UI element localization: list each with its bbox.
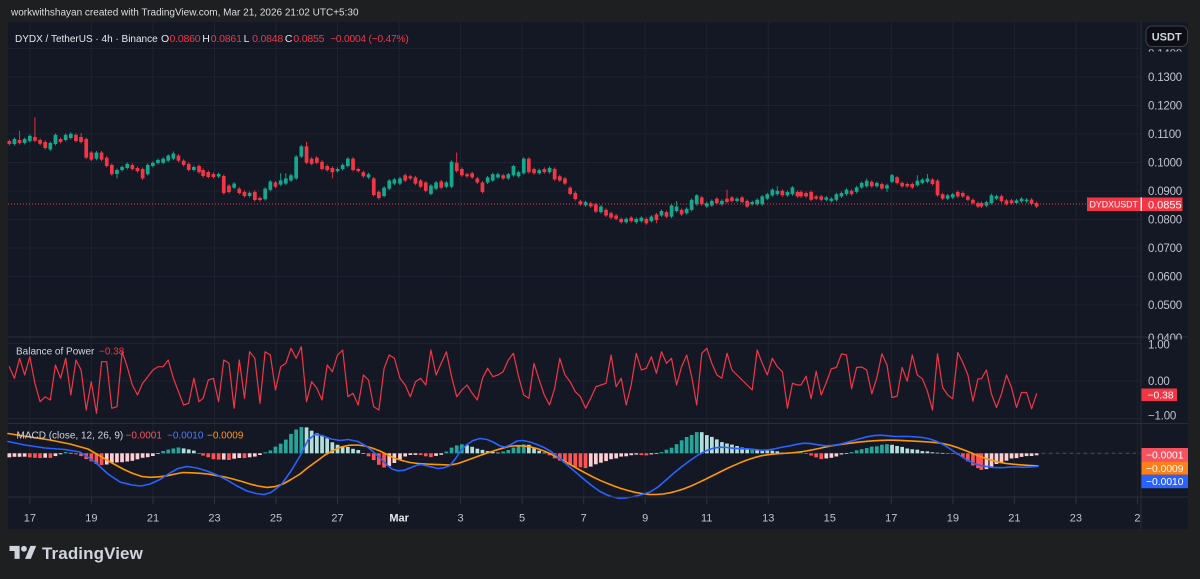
svg-text:H: H xyxy=(202,33,210,45)
svg-text:0.0855: 0.0855 xyxy=(293,33,324,45)
svg-text:−0.38: −0.38 xyxy=(1148,390,1174,401)
svg-text:−0.0001: −0.0001 xyxy=(126,431,163,442)
svg-text:17: 17 xyxy=(24,513,36,525)
svg-text:0.1100: 0.1100 xyxy=(1148,129,1181,141)
svg-text:27: 27 xyxy=(331,513,343,525)
svg-text:2: 2 xyxy=(1134,513,1140,525)
svg-text:MACD (close, 12, 26, 9): MACD (close, 12, 26, 9) xyxy=(17,431,124,442)
svg-text:19: 19 xyxy=(85,513,97,525)
svg-text:C: C xyxy=(285,33,293,45)
svg-text:23: 23 xyxy=(1070,513,1082,525)
svg-text:0.0848: 0.0848 xyxy=(252,33,283,45)
svg-text:DYDXUSDT: DYDXUSDT xyxy=(1090,200,1139,210)
svg-text:23: 23 xyxy=(208,513,220,525)
svg-text:3: 3 xyxy=(458,513,464,525)
svg-text:DYDX / TetherUS · 4h · Binance: DYDX / TetherUS · 4h · Binance xyxy=(15,34,158,45)
svg-text:17: 17 xyxy=(885,513,897,525)
svg-text:0.0860: 0.0860 xyxy=(170,33,201,45)
svg-text:USDT: USDT xyxy=(1152,32,1182,44)
svg-text:Mar: Mar xyxy=(389,513,409,525)
svg-text:7: 7 xyxy=(581,513,587,525)
svg-text:O: O xyxy=(161,33,169,45)
svg-text:workwithshayan created with Tr: workwithshayan created with TradingView.… xyxy=(10,8,359,19)
svg-text:0.0855: 0.0855 xyxy=(1148,199,1182,211)
svg-text:0.00: 0.00 xyxy=(1148,376,1170,388)
svg-text:0.0600: 0.0600 xyxy=(1148,272,1182,284)
svg-text:0.1400: 0.1400 xyxy=(1148,49,1182,61)
svg-text:9: 9 xyxy=(642,513,648,525)
svg-text:25: 25 xyxy=(270,513,282,525)
svg-text:Balance of Power: Balance of Power xyxy=(16,347,95,358)
svg-text:−0.0009: −0.0009 xyxy=(207,431,244,442)
svg-text:0.1200: 0.1200 xyxy=(1148,101,1182,113)
svg-text:−0.0009: −0.0009 xyxy=(1146,464,1184,475)
svg-text:19: 19 xyxy=(947,513,959,525)
svg-text:1.00: 1.00 xyxy=(1148,340,1170,352)
svg-text:0.0800: 0.0800 xyxy=(1148,215,1182,227)
svg-text:0.0500: 0.0500 xyxy=(1148,300,1182,312)
svg-text:13: 13 xyxy=(762,513,774,525)
svg-text:−0.0010: −0.0010 xyxy=(1146,477,1184,488)
svg-text:−0.0004 (−0.47%): −0.0004 (−0.47%) xyxy=(330,34,408,45)
svg-text:TradingView: TradingView xyxy=(42,544,144,563)
svg-text:21: 21 xyxy=(1008,513,1020,525)
svg-text:0.0900: 0.0900 xyxy=(1148,186,1182,198)
svg-text:−0.38: −0.38 xyxy=(99,347,125,358)
svg-text:0.0400: 0.0400 xyxy=(1148,333,1182,345)
svg-text:21: 21 xyxy=(147,513,159,525)
svg-text:−0.0010: −0.0010 xyxy=(167,431,204,442)
svg-text:0.1000: 0.1000 xyxy=(1148,158,1182,170)
svg-text:5: 5 xyxy=(519,513,525,525)
svg-text:−0.0001: −0.0001 xyxy=(1146,450,1184,461)
svg-text:0.0861: 0.0861 xyxy=(211,33,242,45)
svg-text:L: L xyxy=(244,33,250,45)
svg-text:0.0700: 0.0700 xyxy=(1148,243,1182,255)
svg-text:15: 15 xyxy=(824,513,836,525)
svg-text:0.1300: 0.1300 xyxy=(1148,72,1182,84)
svg-text:11: 11 xyxy=(701,513,712,525)
svg-text:−1.00: −1.00 xyxy=(1148,411,1176,423)
